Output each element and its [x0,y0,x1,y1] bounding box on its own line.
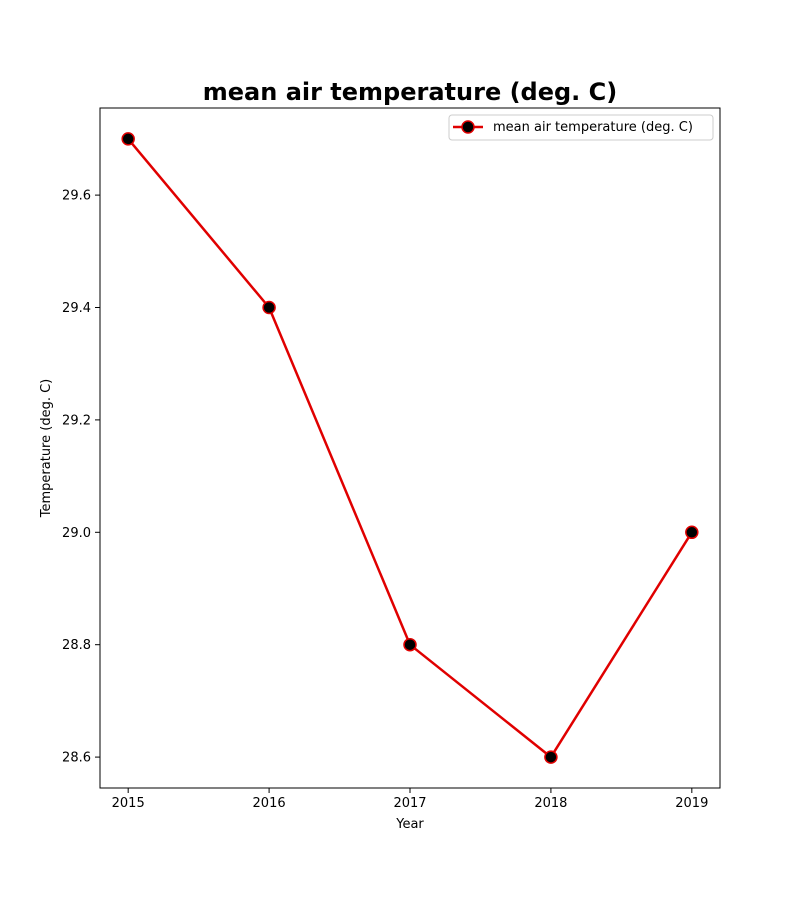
y-tick-label: 29.0 [62,526,91,541]
x-tick-label: 2015 [112,796,145,811]
x-axis-ticks: 2015 2016 2017 2018 2019 [112,788,708,811]
legend-box [448,114,714,141]
series-layer [121,132,699,764]
y-axis-ticks: 28.6 28.8 29.0 29.2 29.4 29.6 [62,189,100,766]
legend-label: mean air temperature (deg. C) [493,120,693,135]
data-point [262,300,276,315]
y-tick-label: 29.6 [62,189,91,204]
data-point [403,637,417,652]
y-tick-label: 28.6 [62,751,91,766]
x-axis-label: Year [395,817,424,832]
data-point [685,525,699,540]
y-axis-label: Temperature (deg. C) [39,379,54,518]
x-tick-label: 2016 [253,796,286,811]
y-tick-label: 29.2 [62,413,91,428]
x-tick-label: 2018 [534,796,567,811]
y-tick-label: 29.4 [62,301,91,316]
chart-title: mean air temperature (deg. C) [203,78,617,106]
legend: mean air temperature (deg. C) [448,114,714,141]
y-tick-label: 28.8 [62,638,91,653]
x-tick-label: 2019 [675,796,708,811]
legend-marker-swatch [461,120,475,134]
data-point [544,750,558,764]
data-point [121,132,135,146]
x-tick-label: 2017 [393,796,426,811]
